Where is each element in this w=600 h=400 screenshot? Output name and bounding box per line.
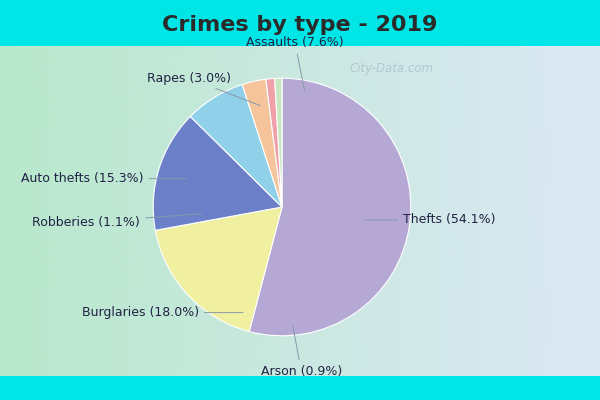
Text: Crimes by type - 2019: Crimes by type - 2019: [163, 15, 437, 35]
Wedge shape: [155, 207, 282, 332]
Wedge shape: [153, 116, 282, 230]
Text: City-Data.com: City-Data.com: [349, 62, 433, 75]
Text: Robberies (1.1%): Robberies (1.1%): [32, 214, 202, 229]
Wedge shape: [242, 79, 282, 207]
Wedge shape: [275, 78, 282, 207]
Text: Rapes (3.0%): Rapes (3.0%): [147, 72, 260, 106]
Text: Assaults (7.6%): Assaults (7.6%): [246, 36, 344, 91]
Text: Auto thefts (15.3%): Auto thefts (15.3%): [21, 172, 187, 185]
Wedge shape: [190, 84, 282, 207]
Text: Burglaries (18.0%): Burglaries (18.0%): [82, 306, 243, 319]
Wedge shape: [249, 78, 411, 336]
Text: Arson (0.9%): Arson (0.9%): [260, 326, 342, 378]
Wedge shape: [266, 78, 282, 207]
Text: Thefts (54.1%): Thefts (54.1%): [365, 213, 496, 226]
